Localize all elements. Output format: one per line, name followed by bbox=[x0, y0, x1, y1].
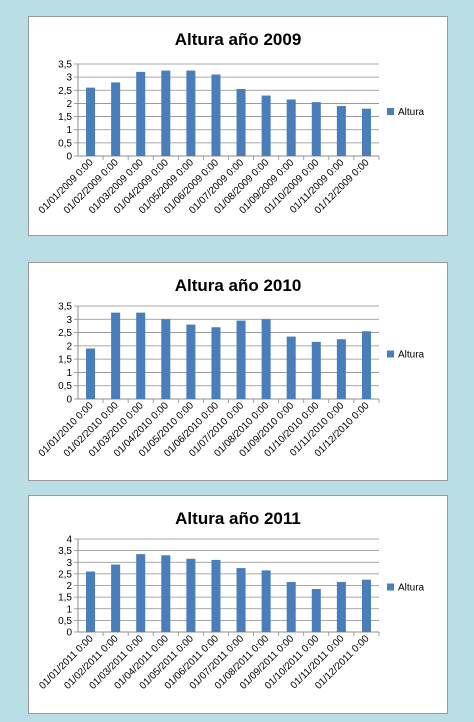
y-tick-label: 3,5 bbox=[58, 302, 72, 313]
y-tick-label: 2,5 bbox=[58, 328, 72, 339]
bar bbox=[136, 71, 146, 156]
chart-panel-2009: Altura año 2009 0 0,5 1 1,5 2 2,5 3 3,5 01/01/200… bbox=[28, 16, 448, 236]
bar bbox=[236, 568, 246, 632]
bar bbox=[211, 559, 221, 632]
bar bbox=[286, 582, 296, 632]
bar-chart-2011: Altura año 201100,511,522,533,5401/01/20… bbox=[37, 509, 425, 692]
legend-label: Altura bbox=[398, 107, 425, 118]
bar bbox=[86, 87, 96, 156]
bar-chart-2010: Altura año 201000,511,522,533,501/01/201… bbox=[37, 276, 425, 459]
bar bbox=[211, 327, 221, 399]
bar bbox=[286, 336, 296, 399]
y-tick-label: 1,5 bbox=[58, 355, 72, 366]
y-tick-label: 0 bbox=[66, 395, 72, 406]
y-tick-label: 3 bbox=[66, 73, 72, 84]
y-tick-label: 2 bbox=[66, 581, 72, 592]
y-tick-label: 1,5 bbox=[58, 112, 72, 123]
bar bbox=[311, 102, 321, 156]
y-tick-label: 1 bbox=[66, 368, 72, 379]
bar bbox=[361, 579, 371, 632]
chart-panel-2011: Altura año 2011 0 0,5 1 1,5 2 2,5 3 3,5 4 01/01/20… bbox=[28, 495, 448, 714]
bar bbox=[111, 312, 121, 399]
chart-title: Altura año 2009 bbox=[175, 30, 302, 49]
bar bbox=[261, 319, 271, 399]
bar bbox=[211, 74, 221, 156]
y-tick-label: 2 bbox=[66, 99, 72, 110]
bar bbox=[336, 582, 346, 632]
legend-swatch bbox=[387, 108, 394, 115]
y-tick-label: 0,5 bbox=[58, 381, 72, 392]
bar bbox=[186, 324, 196, 399]
bar bbox=[161, 70, 171, 156]
bar bbox=[86, 571, 96, 632]
chart-title: Altura año 2010 bbox=[175, 276, 302, 295]
bar bbox=[261, 95, 271, 156]
bar bbox=[161, 319, 171, 399]
bar bbox=[261, 570, 271, 632]
bar bbox=[186, 70, 196, 156]
bar bbox=[236, 320, 246, 399]
bar bbox=[136, 554, 146, 632]
bar bbox=[86, 348, 96, 399]
bar bbox=[361, 108, 371, 156]
y-tick-label: 1 bbox=[66, 604, 72, 615]
y-tick-label: 3 bbox=[66, 315, 72, 326]
legend-swatch bbox=[387, 583, 394, 591]
legend-label: Altura bbox=[398, 350, 425, 361]
y-tick-label: 0 bbox=[66, 152, 72, 163]
bar bbox=[186, 558, 196, 632]
bar bbox=[336, 339, 346, 399]
bar bbox=[311, 341, 321, 399]
bar bbox=[286, 99, 296, 156]
y-tick-label: 2,5 bbox=[58, 86, 72, 97]
y-tick-label: 4 bbox=[66, 535, 72, 546]
bar bbox=[136, 312, 146, 399]
chart-panel-2010: Altura año 2010 0 0,5 1 1,5 2 2,5 3 3,5 01/01/201… bbox=[28, 262, 448, 481]
y-tick-label: 2,5 bbox=[58, 569, 72, 580]
bar bbox=[311, 588, 321, 632]
legend-swatch bbox=[387, 350, 394, 358]
y-tick-label: 3 bbox=[66, 558, 72, 569]
bar-chart-2009: Altura año 200900,511,522,533,501/01/200… bbox=[37, 30, 425, 216]
y-tick-label: 3,5 bbox=[58, 546, 72, 557]
legend-label: Altura bbox=[398, 583, 425, 594]
y-tick-label: 2 bbox=[66, 341, 72, 352]
bar bbox=[161, 555, 171, 632]
bar bbox=[111, 564, 121, 632]
y-tick-label: 1,5 bbox=[58, 593, 72, 604]
bar bbox=[361, 331, 371, 399]
y-tick-label: 0,5 bbox=[58, 616, 72, 627]
y-tick-label: 0 bbox=[66, 628, 72, 639]
chart-title: Altura año 2011 bbox=[175, 509, 301, 528]
y-tick-label: 1 bbox=[66, 125, 72, 136]
bar bbox=[236, 88, 246, 156]
y-tick-label: 0,5 bbox=[58, 138, 72, 149]
y-tick-label: 3,5 bbox=[58, 60, 72, 71]
bar bbox=[336, 106, 346, 156]
bar bbox=[111, 82, 121, 156]
